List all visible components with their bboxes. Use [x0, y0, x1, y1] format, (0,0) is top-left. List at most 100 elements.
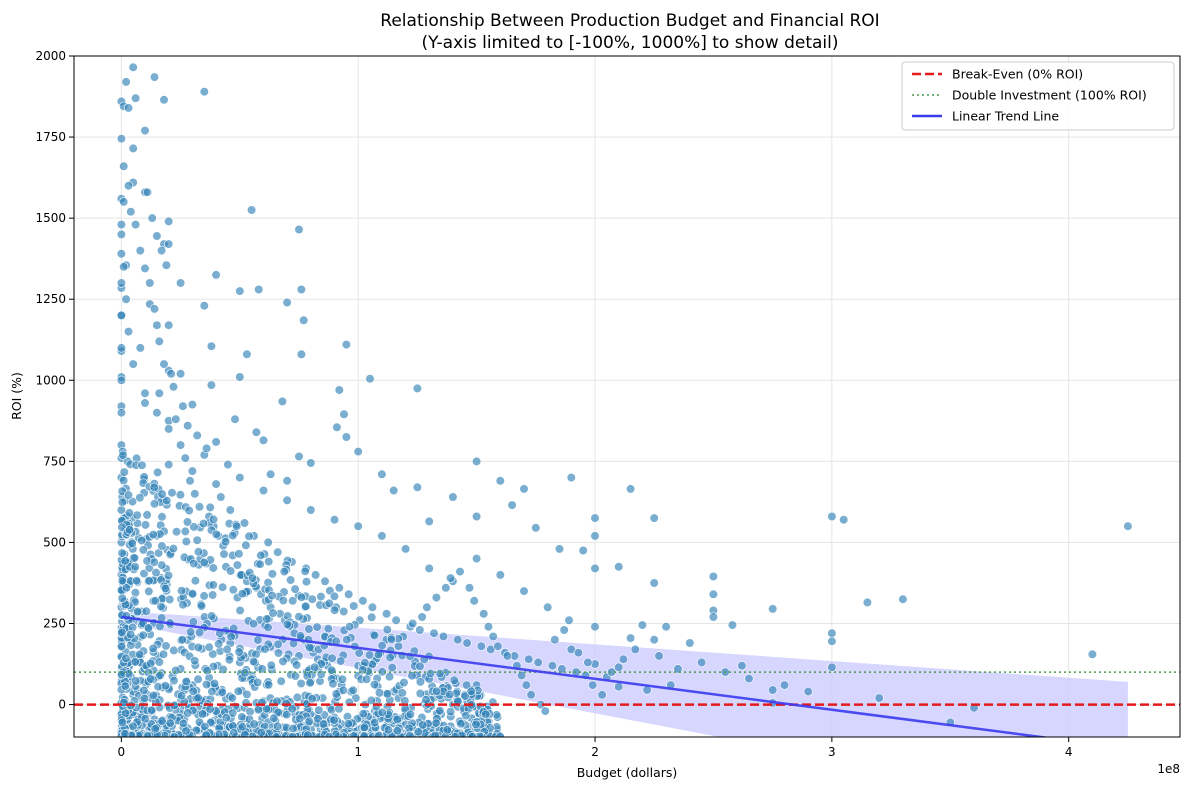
data-point	[176, 369, 186, 379]
data-point	[320, 576, 330, 586]
data-point	[327, 653, 337, 663]
data-point	[130, 588, 140, 598]
data-point	[696, 657, 707, 668]
data-point	[424, 516, 434, 527]
data-point	[211, 529, 221, 539]
data-point	[258, 485, 269, 496]
data-point	[176, 278, 186, 288]
linear-trend-line	[121, 615, 1051, 737]
data-point	[370, 718, 380, 728]
data-point	[150, 724, 160, 734]
data-point	[178, 600, 188, 610]
data-point	[397, 688, 407, 698]
data-point	[369, 679, 380, 690]
chart-title: Relationship Between Production Budget a…	[380, 11, 879, 31]
y-axis-label: ROI (%)	[9, 372, 24, 420]
data-point	[431, 592, 442, 603]
data-point	[157, 512, 167, 522]
data-point	[182, 517, 193, 527]
data-point	[472, 511, 482, 522]
data-point	[727, 620, 738, 630]
confidence-band-layer	[121, 611, 1128, 737]
y-tick-label: 1500	[35, 211, 66, 225]
data-point	[116, 375, 126, 385]
data-point	[116, 278, 126, 288]
data-point	[187, 400, 197, 410]
data-point	[149, 304, 160, 314]
data-point	[190, 576, 200, 586]
data-point	[488, 631, 498, 642]
data-point	[189, 558, 199, 569]
data-point	[344, 589, 354, 599]
data-point	[708, 571, 719, 582]
data-point	[392, 714, 402, 725]
data-point	[323, 624, 333, 634]
data-point	[306, 458, 316, 468]
data-point	[399, 677, 409, 688]
data-point	[180, 453, 190, 463]
data-point	[139, 685, 149, 696]
data-point	[199, 301, 209, 311]
data-point	[583, 657, 593, 668]
data-point	[135, 343, 145, 353]
data-point	[131, 220, 141, 230]
data-point	[519, 586, 529, 596]
data-point	[159, 359, 169, 369]
data-point	[287, 704, 297, 714]
data-point	[227, 693, 237, 703]
data-point	[277, 396, 288, 407]
data-point	[241, 540, 251, 550]
data-point	[337, 674, 348, 684]
data-point	[328, 679, 338, 689]
data-point	[407, 671, 417, 681]
data-point	[251, 427, 261, 437]
data-point	[199, 87, 209, 97]
data-point	[224, 655, 234, 665]
data-point	[269, 713, 279, 723]
data-point	[276, 676, 286, 686]
data-point	[377, 640, 387, 651]
data-point	[654, 651, 664, 661]
data-point	[117, 717, 127, 728]
data-point	[479, 609, 489, 619]
data-point	[235, 286, 245, 296]
data-point	[362, 674, 372, 684]
data-point	[253, 635, 263, 645]
data-point	[131, 676, 141, 686]
data-point	[311, 570, 321, 580]
data-point	[366, 695, 376, 706]
y-tick-label: 750	[43, 454, 66, 468]
data-point	[176, 440, 186, 450]
data-point	[157, 541, 167, 551]
data-point	[278, 656, 288, 667]
y-tick-label: 500	[43, 535, 66, 549]
data-point	[255, 559, 265, 569]
data-point	[130, 657, 140, 667]
data-point	[211, 437, 221, 447]
data-point	[462, 638, 472, 648]
data-point	[418, 720, 428, 730]
data-point	[267, 569, 278, 579]
y-tick-label: 1750	[35, 130, 66, 144]
data-point	[127, 538, 137, 549]
data-point	[345, 622, 355, 632]
data-point	[125, 525, 135, 535]
chart-subtitle: (Y-axis limited to [-100%, 1000%] to sho…	[422, 33, 839, 53]
data-point	[205, 704, 215, 714]
data-point	[228, 708, 238, 718]
data-point	[294, 612, 304, 622]
data-point	[164, 424, 174, 434]
data-point	[202, 443, 212, 454]
data-point	[126, 629, 136, 640]
data-point	[117, 576, 127, 586]
data-point	[253, 677, 263, 688]
legend-label: Linear Trend Line	[952, 109, 1059, 124]
data-point	[237, 712, 247, 722]
data-point	[324, 598, 334, 609]
data-point	[358, 709, 368, 719]
data-point	[235, 473, 245, 483]
data-point	[578, 545, 588, 556]
data-point	[417, 612, 427, 622]
data-point	[202, 665, 212, 676]
